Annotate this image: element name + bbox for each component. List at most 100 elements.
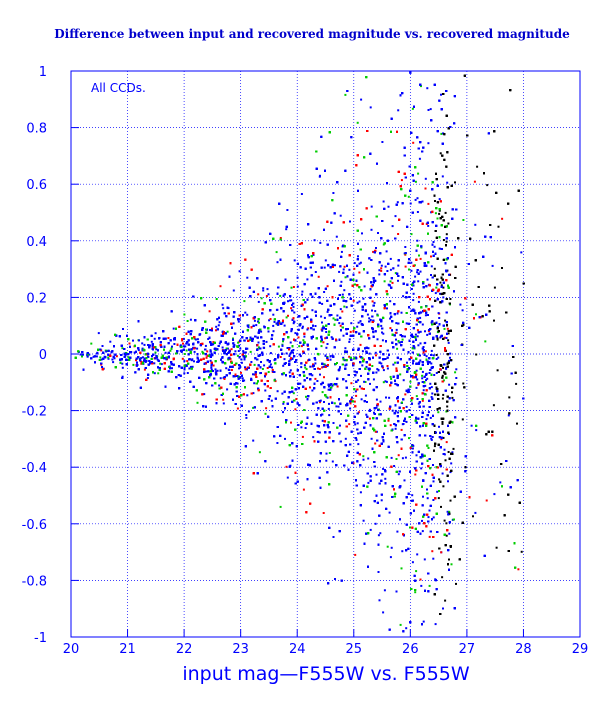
scatter-point <box>422 389 425 392</box>
scatter-point <box>414 473 417 476</box>
scatter-point <box>127 359 130 361</box>
scatter-point <box>378 269 381 272</box>
scatter-point <box>225 347 228 350</box>
scatter-point <box>353 400 356 403</box>
scatter-point <box>375 406 378 409</box>
scatter-point <box>369 382 371 385</box>
scatter-point <box>391 225 394 228</box>
scatter-point <box>352 299 355 302</box>
scatter-point <box>443 519 446 522</box>
scatter-point <box>290 330 293 333</box>
scatter-point <box>396 530 399 533</box>
scatter-point <box>189 318 192 321</box>
scatter-point <box>301 290 304 293</box>
scatter-point <box>440 293 443 296</box>
scatter-point <box>314 271 317 273</box>
scatter-point <box>437 411 440 414</box>
scatter-point <box>432 354 435 357</box>
scatter-point <box>345 306 348 309</box>
scatter-point <box>306 328 309 331</box>
scatter-point <box>135 359 137 362</box>
scatter-point <box>442 132 445 135</box>
scatter-point <box>230 348 233 351</box>
scatter-point <box>339 424 341 427</box>
scatter-point <box>435 372 438 374</box>
scatter-point <box>370 205 373 208</box>
scatter-point <box>393 465 396 467</box>
scatter-point <box>493 493 496 496</box>
scatter-point <box>143 368 146 371</box>
scatter-point <box>421 370 424 373</box>
scatter-point <box>444 319 447 322</box>
scatter-point <box>369 106 372 109</box>
scatter-point <box>375 430 378 433</box>
scatter-point <box>307 359 310 362</box>
scatter-point <box>322 325 325 328</box>
scatter-point <box>237 320 240 323</box>
scatter-point <box>190 359 193 362</box>
scatter-point <box>320 315 323 318</box>
scatter-point <box>277 345 280 348</box>
scatter-point <box>448 433 450 435</box>
scatter-point <box>417 383 420 386</box>
scatter-point <box>447 480 449 483</box>
scatter-point <box>183 353 186 355</box>
scatter-point <box>242 350 245 353</box>
scatter-point <box>430 362 433 365</box>
scatter-point <box>272 330 275 333</box>
scatter-point <box>439 292 441 295</box>
scatter-point <box>324 259 327 262</box>
scatter-point <box>462 382 465 385</box>
scatter-point <box>421 399 424 402</box>
scatter-point <box>389 327 392 330</box>
scatter-point <box>420 311 423 314</box>
scatter-point <box>282 401 285 403</box>
scatter-point <box>279 294 282 297</box>
scatter-point <box>361 232 363 235</box>
scatter-point <box>365 413 368 416</box>
scatter-point <box>451 396 454 399</box>
scatter-point <box>396 201 399 204</box>
scatter-point <box>264 389 267 392</box>
scatter-point <box>185 342 188 345</box>
scatter-point <box>99 356 102 359</box>
scatter-point <box>311 389 314 392</box>
scatter-point <box>221 346 224 349</box>
scatter-point <box>475 429 478 432</box>
scatter-point <box>424 350 427 353</box>
scatter-point <box>297 336 300 339</box>
scatter-point <box>424 330 426 333</box>
scatter-point <box>276 390 279 393</box>
scatter-point <box>282 402 285 405</box>
scatter-point <box>203 393 206 396</box>
scatter-point <box>354 553 357 556</box>
scatter-point <box>323 291 326 293</box>
scatter-point <box>329 358 332 361</box>
scatter-point <box>237 350 240 352</box>
scatter-point <box>441 576 444 579</box>
scatter-point <box>360 98 363 101</box>
scatter-point <box>295 398 298 400</box>
scatter-point <box>222 376 225 379</box>
scatter-point <box>269 345 272 348</box>
scatter-point <box>317 275 320 278</box>
scatter-point <box>397 279 399 282</box>
scatter-point <box>359 261 362 264</box>
scatter-point <box>252 439 255 442</box>
scatter-point <box>440 505 442 508</box>
scatter-point <box>290 421 292 424</box>
scatter-point <box>408 409 411 411</box>
scatter-point <box>419 359 422 362</box>
scatter-point <box>440 438 443 441</box>
scatter-point <box>507 414 510 417</box>
scatter-point <box>417 300 420 303</box>
scatter-point <box>454 181 456 184</box>
scatter-point <box>375 247 377 249</box>
scatter-point <box>303 335 306 338</box>
scatter-point <box>447 341 450 344</box>
scatter-point <box>226 388 229 391</box>
scatter-point <box>272 324 275 327</box>
scatter-point <box>273 320 276 323</box>
scatter-point <box>305 368 308 371</box>
scatter-point <box>470 424 473 427</box>
